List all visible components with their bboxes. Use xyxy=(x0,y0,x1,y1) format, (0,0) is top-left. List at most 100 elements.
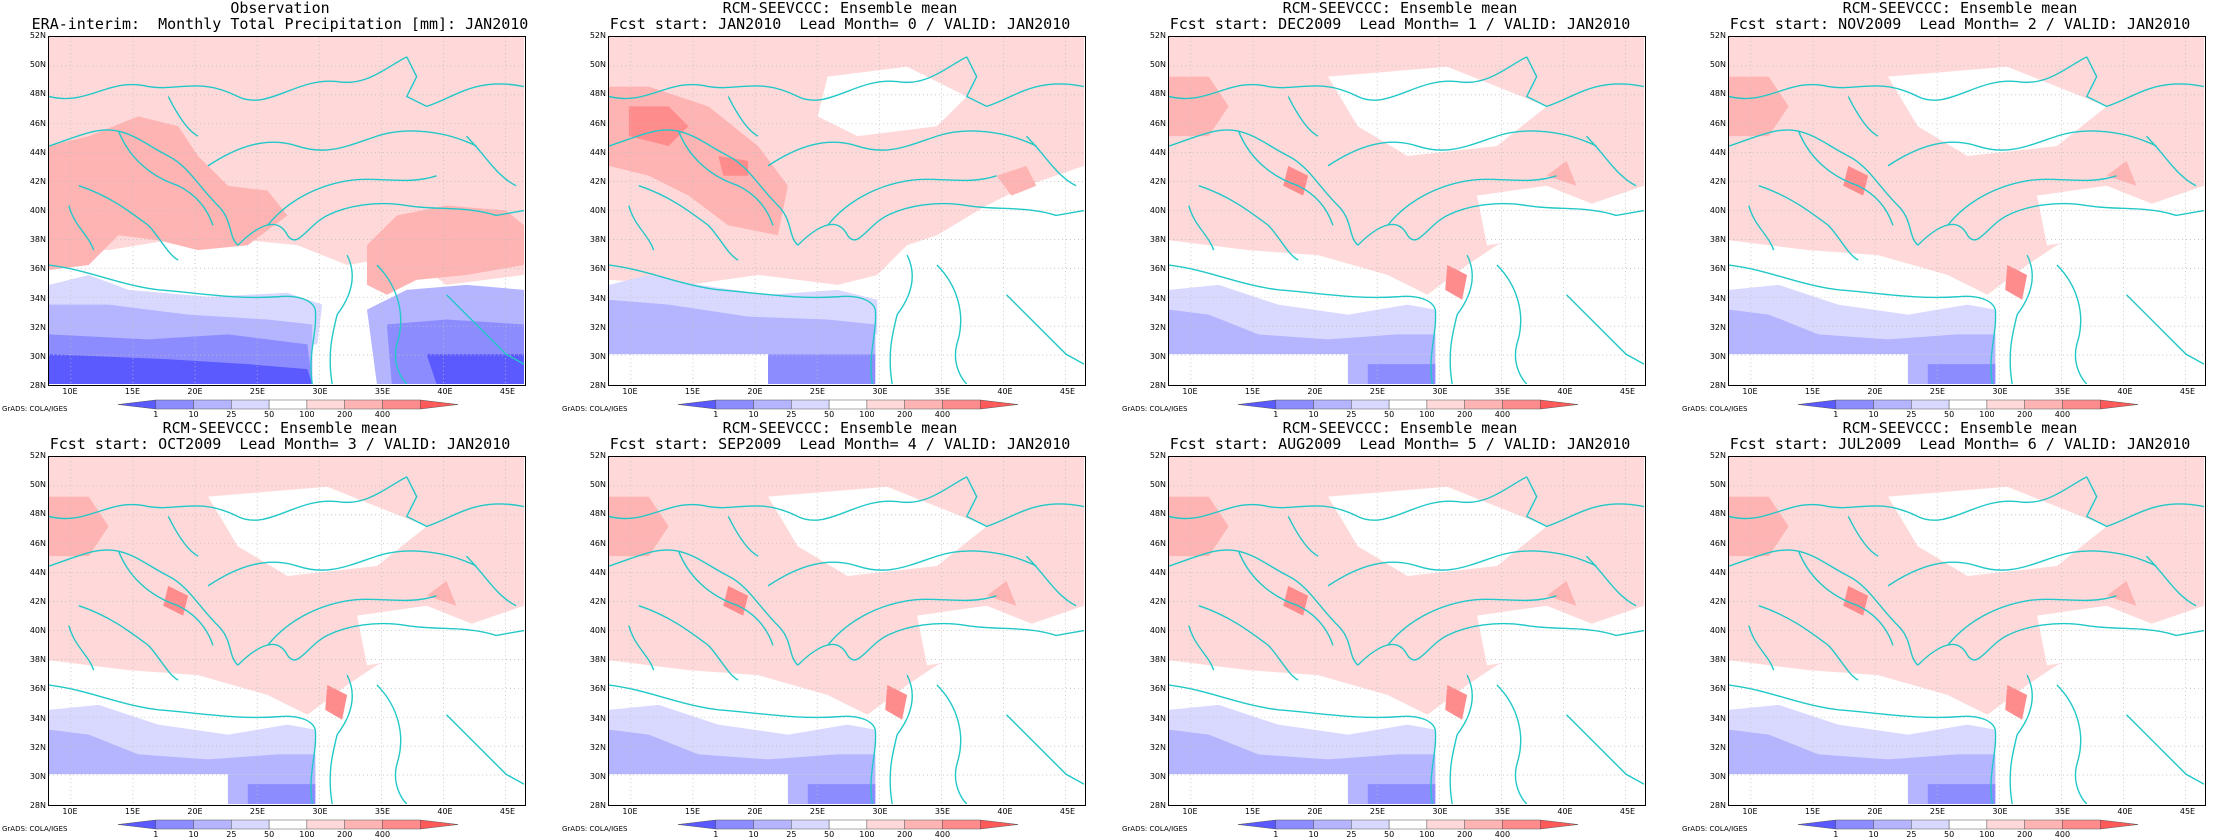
lat-tick-label: 30N xyxy=(1149,351,1166,361)
precip-contour xyxy=(49,116,288,270)
coastline xyxy=(1387,595,1557,646)
colorbar-segment xyxy=(268,819,308,830)
colorbar xyxy=(1238,399,1579,410)
precip-contour xyxy=(49,774,228,804)
coastline xyxy=(2125,714,2204,785)
coastline xyxy=(1565,294,1644,365)
lat-tick-label: 28N xyxy=(29,381,46,390)
colorbar-segment xyxy=(1539,819,1579,830)
colorbar-label: 25 xyxy=(786,830,797,839)
precip-contour xyxy=(1729,496,1789,557)
coastline xyxy=(1357,202,1644,246)
colorbar-label: 200 xyxy=(337,410,353,419)
coastline xyxy=(1947,175,2117,226)
lat-tick-label: 30N xyxy=(1709,771,1726,781)
coastline xyxy=(49,264,316,310)
colorbar-segment xyxy=(118,399,157,410)
lat-tick-label: 40N xyxy=(1709,626,1726,635)
coastline xyxy=(329,254,353,384)
lat-tick-label: 32N xyxy=(1709,322,1726,332)
colorbar-segment xyxy=(1275,399,1314,410)
colorbar-label: 1 xyxy=(1833,410,1839,419)
colorbar-segment xyxy=(866,819,905,830)
coastline xyxy=(767,550,1037,587)
colorbar-label: 400 xyxy=(374,830,391,839)
grads-credit: GrADS: COLA/IGES xyxy=(2,405,68,413)
lat-tick-label: 48N xyxy=(1709,89,1726,99)
lat-tick-label: 28N xyxy=(29,801,46,810)
lon-tick-label: 45E xyxy=(1059,387,1076,396)
lat-tick-label: 34N xyxy=(589,713,606,723)
colorbar xyxy=(118,399,459,410)
lon-tick-label: 35E xyxy=(1494,807,1511,816)
lat-tick-label: 48N xyxy=(589,509,606,519)
lat-tick-label: 40N xyxy=(1709,206,1726,215)
lat-tick-label: 36N xyxy=(589,264,606,274)
colorbar-label: 1 xyxy=(153,410,159,419)
grads-credit: GrADS: COLA/IGES xyxy=(1122,825,1188,833)
grads-credit: GrADS: COLA/IGES xyxy=(1682,825,1748,833)
panel-title: RCM-SEEVCCC: Ensemble mean xyxy=(1282,419,1518,437)
colorbar-label: 10 xyxy=(1308,830,1319,839)
coastline xyxy=(1525,476,1644,528)
lon-tick-label: 10E xyxy=(622,807,638,816)
lon-tick-label: 15E xyxy=(1244,807,1261,816)
lat-tick-label: 36N xyxy=(1149,684,1166,694)
coastline xyxy=(237,202,524,246)
colorbar-segment xyxy=(1873,399,1912,410)
precip-contour xyxy=(2037,605,2157,666)
coastline xyxy=(1198,185,1299,261)
precip-contour xyxy=(49,354,313,384)
lon-tick-label: 45E xyxy=(1059,807,1076,816)
lat-tick-label: 50N xyxy=(1149,480,1166,490)
coastline xyxy=(1797,130,1894,226)
coastline xyxy=(207,130,477,167)
coastline xyxy=(376,684,408,804)
lat-tick-label: 48N xyxy=(29,89,46,99)
colorbar-label: 1 xyxy=(1273,830,1279,839)
colorbar-label: 10 xyxy=(188,410,199,419)
coastline xyxy=(1758,185,1859,261)
lat-tick-label: 38N xyxy=(1149,655,1166,665)
lat-tick-label: 42N xyxy=(1149,596,1166,606)
lat-tick-label: 46N xyxy=(29,118,46,128)
lat-tick-label: 46N xyxy=(1709,538,1726,548)
colorbar-label: 100 xyxy=(1979,410,1995,419)
colorbar-segment xyxy=(2024,819,2063,830)
coastline xyxy=(310,309,317,384)
colorbar-label: 25 xyxy=(1906,410,1917,419)
lat-tick-label: 38N xyxy=(589,235,606,245)
coastline xyxy=(1729,129,1919,246)
colorbar-segment xyxy=(1911,399,1950,410)
lon-tick-label: 10E xyxy=(62,387,78,396)
precip-contour xyxy=(1327,66,1547,156)
lat-tick-label: 32N xyxy=(29,322,46,332)
lat-tick-label: 36N xyxy=(1709,684,1726,694)
lat-tick-label: 30N xyxy=(29,771,46,781)
colorbar-label: 200 xyxy=(2017,830,2033,839)
lat-tick-label: 32N xyxy=(589,322,606,332)
panel-title: RCM-SEEVCCC: Ensemble mean xyxy=(722,0,958,17)
coastline xyxy=(237,622,524,666)
colorbar-segment xyxy=(1238,399,1277,410)
coastline xyxy=(49,684,316,730)
lat-tick-label: 38N xyxy=(29,235,46,245)
coastline xyxy=(1169,56,1528,101)
coastline xyxy=(1005,714,1084,785)
lat-tick-label: 48N xyxy=(1149,509,1166,519)
precip-contour xyxy=(1169,76,1229,137)
lat-tick-label: 30N xyxy=(29,351,46,361)
map-panel: RCM-SEEVCCC: Ensemble mean Fcst start: AU… xyxy=(1120,420,1680,840)
map-svg xyxy=(1169,37,1644,384)
colorbar-segment xyxy=(979,399,1019,410)
map-svg xyxy=(1169,457,1644,804)
lon-tick-label: 30E xyxy=(1992,387,2008,396)
lon-tick-label: 45E xyxy=(1619,387,1636,396)
lon-tick-label: 20E xyxy=(747,387,763,396)
precipitation-map xyxy=(608,36,1086,386)
map-svg xyxy=(609,457,1084,804)
colorbar-segment xyxy=(231,399,270,410)
coastline xyxy=(727,516,759,557)
colorbar-segment xyxy=(2099,819,2139,830)
coastline xyxy=(376,264,408,384)
